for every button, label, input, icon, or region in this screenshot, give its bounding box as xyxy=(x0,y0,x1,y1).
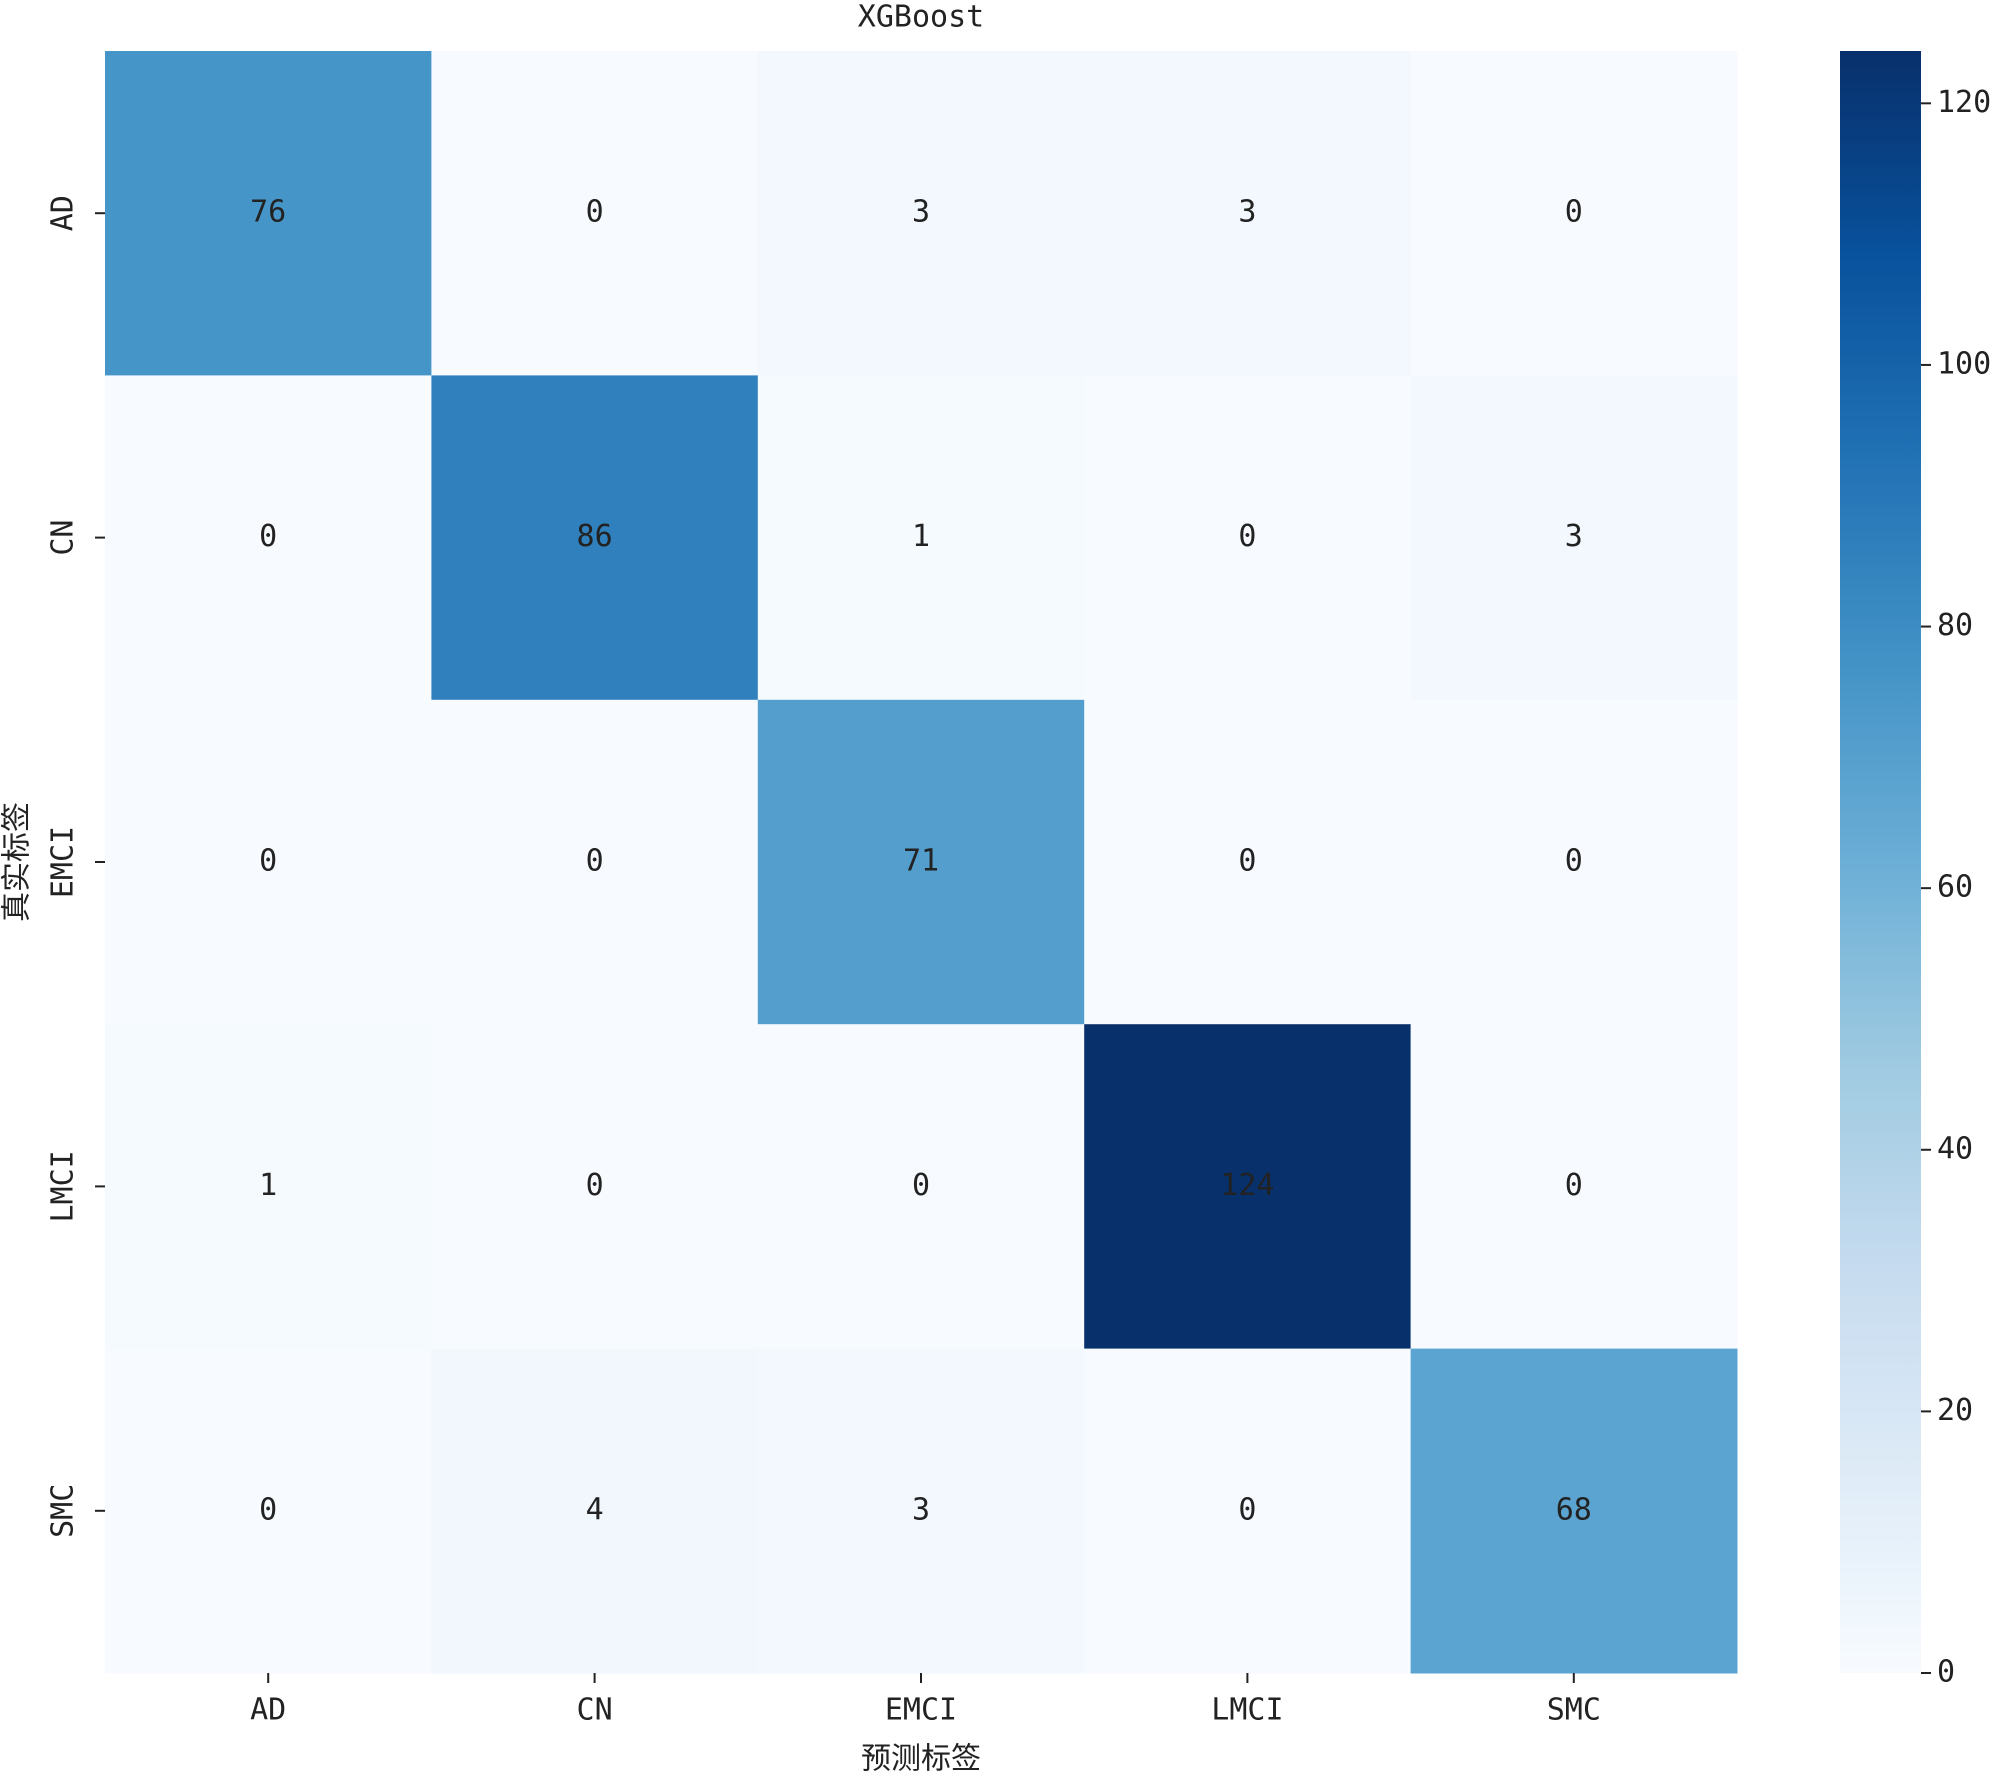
heatmap-cell xyxy=(105,1024,432,1350)
cell-label: 0 xyxy=(259,519,277,554)
cell-label: 3 xyxy=(1238,195,1256,230)
heatmap-cell xyxy=(1084,1024,1412,1350)
cell-label: 76 xyxy=(250,195,286,230)
cell-label: 71 xyxy=(903,844,939,879)
colorbar-tick-label: 0 xyxy=(1937,1655,1955,1690)
y-axis-label: 真实标签 xyxy=(0,802,35,922)
heatmap-cell xyxy=(1410,1348,1738,1674)
cell-label: 0 xyxy=(1565,195,1583,230)
x-tick-label: AD xyxy=(250,1693,286,1728)
heatmap-cell xyxy=(757,699,1085,1025)
cell-label: 0 xyxy=(1565,1168,1583,1203)
cell-label: 0 xyxy=(586,195,604,230)
x-tick-label: LMCI xyxy=(1211,1693,1283,1728)
heatmap-cell xyxy=(105,699,432,1025)
cell-label: 0 xyxy=(259,844,277,879)
cell-label: 3 xyxy=(1565,519,1583,554)
heatmap-cell xyxy=(105,1348,432,1674)
cell-label: 3 xyxy=(912,1492,930,1527)
cell-label: 86 xyxy=(577,519,613,554)
heatmap-cell xyxy=(1084,375,1412,701)
heatmap-cell xyxy=(105,51,432,376)
cell-label: 0 xyxy=(259,1492,277,1527)
cell-label: 1 xyxy=(259,1168,277,1203)
heatmap-cell xyxy=(1084,51,1412,376)
cell-label: 0 xyxy=(1238,844,1256,879)
cell-label: 0 xyxy=(586,1168,604,1203)
x-tick-label: SMC xyxy=(1547,1693,1601,1728)
cell-label: 1 xyxy=(912,519,930,554)
heatmap-cell xyxy=(1410,699,1738,1025)
colorbar xyxy=(1840,51,1921,1673)
colorbar-tick-label: 60 xyxy=(1937,870,1973,905)
cell-label: 3 xyxy=(912,195,930,230)
heatmap-cell xyxy=(431,51,759,376)
cell-label: 4 xyxy=(586,1492,604,1527)
y-tick-label: LMCI xyxy=(46,1150,81,1222)
colorbar-tick-label: 100 xyxy=(1937,346,1991,381)
heatmap-cell xyxy=(431,699,759,1025)
heatmap-cell xyxy=(1410,1024,1738,1350)
heatmap-cell xyxy=(757,51,1085,376)
x-tick-label: EMCI xyxy=(885,1693,957,1728)
heatmap-cell xyxy=(1410,375,1738,701)
y-tick-label: AD xyxy=(46,195,81,231)
colorbar-tick-label: 20 xyxy=(1937,1393,1973,1428)
heatmap-cell xyxy=(431,1348,759,1674)
chart-title: XGBoost xyxy=(858,0,984,35)
y-tick-label: CN xyxy=(46,520,81,556)
heatmap-cell xyxy=(105,375,432,701)
cell-label: 124 xyxy=(1220,1168,1274,1203)
heatmap-cell xyxy=(431,1024,759,1350)
colorbar-tick-label: 40 xyxy=(1937,1131,1973,1166)
heatmap-cell xyxy=(431,375,759,701)
heatmap-cell xyxy=(1084,699,1412,1025)
heatmap-cell xyxy=(757,375,1085,701)
cell-label: 0 xyxy=(912,1168,930,1203)
heatmap-cell xyxy=(1084,1348,1412,1674)
cell-label: 0 xyxy=(1565,844,1583,879)
x-tick-label: CN xyxy=(577,1693,613,1728)
cell-label: 68 xyxy=(1556,1492,1592,1527)
cell-label: 0 xyxy=(1238,519,1256,554)
heatmap-cell xyxy=(757,1024,1085,1350)
colorbar-tick-label: 80 xyxy=(1937,608,1973,643)
heatmap-cell xyxy=(757,1348,1085,1674)
colorbar-tick-label: 120 xyxy=(1937,85,1991,120)
cell-label: 0 xyxy=(1238,1492,1256,1527)
cell-label: 0 xyxy=(586,844,604,879)
x-axis-label: 预测标签 xyxy=(861,1742,981,1777)
heatmap-cell xyxy=(1410,51,1738,376)
y-tick-label: SMC xyxy=(46,1484,81,1538)
y-tick-label: EMCI xyxy=(46,826,81,898)
